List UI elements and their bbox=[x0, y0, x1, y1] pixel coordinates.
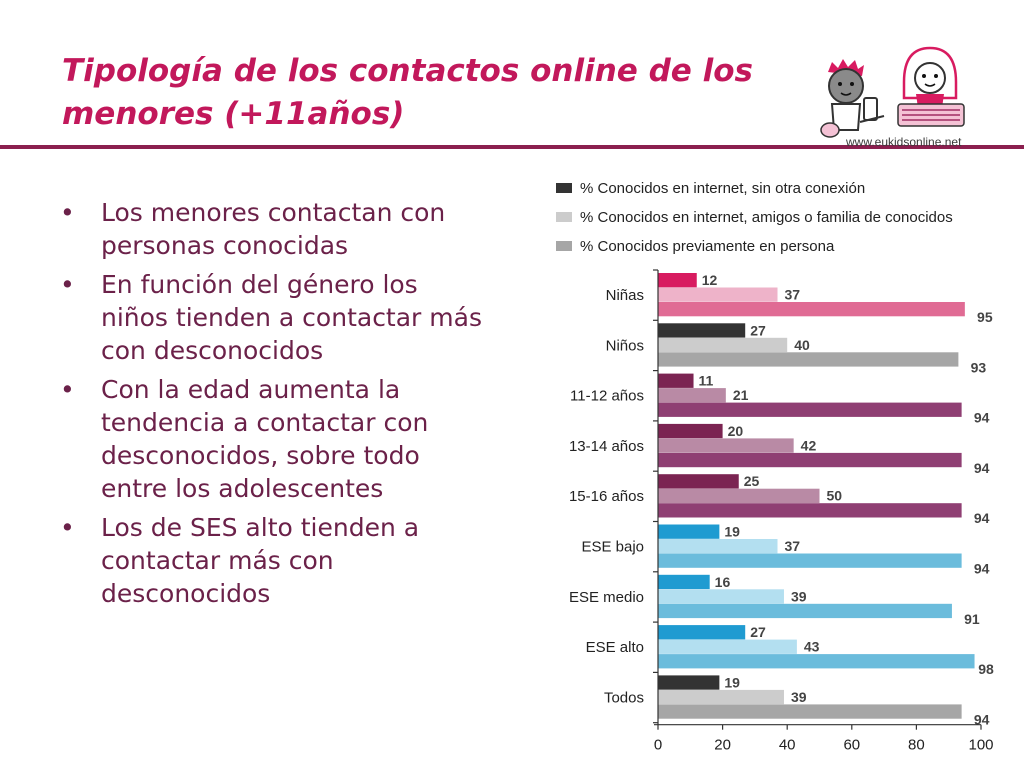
bullet-item: • Con la edad aumenta la tendencia a cont… bbox=[60, 373, 490, 505]
data-label: 25 bbox=[744, 473, 760, 489]
bar bbox=[658, 373, 694, 388]
x-tick-label: 0 bbox=[654, 737, 662, 754]
bullet-dot: • bbox=[60, 375, 75, 404]
bullet-item: • Los menores contactan con personas cono… bbox=[60, 196, 490, 262]
data-label: 39 bbox=[791, 689, 807, 705]
category-label: Niñas bbox=[606, 287, 644, 304]
bar bbox=[658, 524, 720, 539]
data-label: 27 bbox=[750, 624, 766, 640]
bar bbox=[658, 352, 959, 367]
bar-chart: % Conocidos en internet, sin otra conexi… bbox=[556, 180, 994, 754]
category-label: ESE alto bbox=[586, 639, 644, 656]
data-label: 12 bbox=[702, 272, 718, 288]
category-label: ESE medio bbox=[569, 589, 644, 606]
bar bbox=[658, 675, 720, 690]
data-label: 21 bbox=[733, 387, 749, 403]
bar bbox=[658, 287, 778, 302]
bar bbox=[658, 388, 726, 403]
bullet-dot: • bbox=[60, 198, 75, 227]
data-label: 37 bbox=[785, 287, 801, 303]
data-label: 50 bbox=[827, 488, 843, 504]
data-label: 27 bbox=[750, 322, 766, 338]
data-label: 42 bbox=[801, 437, 817, 453]
data-label: 91 bbox=[964, 611, 980, 627]
logo-url: www.eukidsonline.net bbox=[846, 135, 962, 149]
bar bbox=[658, 574, 710, 590]
x-tick-label: 40 bbox=[779, 737, 796, 754]
legend-swatch bbox=[556, 212, 572, 222]
bar bbox=[658, 452, 962, 468]
data-label: 94 bbox=[974, 460, 990, 476]
legend-label: % Conocidos en internet, sin otra conexi… bbox=[580, 180, 865, 197]
data-label: 40 bbox=[794, 337, 810, 353]
legend-label: % Conocidos previamente en persona bbox=[580, 238, 835, 255]
bar bbox=[658, 402, 962, 417]
bullet-dot: • bbox=[60, 513, 75, 542]
data-label: 94 bbox=[974, 711, 990, 727]
data-label: 94 bbox=[974, 510, 990, 526]
bar bbox=[658, 589, 784, 604]
data-label: 16 bbox=[715, 574, 731, 590]
data-label: 94 bbox=[974, 561, 990, 577]
category-label: Todos bbox=[604, 689, 644, 706]
bar bbox=[658, 323, 746, 338]
legend-label: % Conocidos en internet, amigos o famili… bbox=[580, 209, 953, 226]
bar bbox=[658, 438, 794, 453]
category-label: 11-12 años bbox=[570, 388, 644, 405]
girl-figure-icon bbox=[897, 46, 965, 127]
bar bbox=[658, 273, 697, 288]
bullet-list: • Los menores contactan con personas cono… bbox=[60, 196, 490, 616]
bar bbox=[658, 654, 975, 669]
bar bbox=[658, 639, 797, 654]
bullet-text: En función del género los niños tienden … bbox=[101, 270, 482, 365]
x-tick-label: 60 bbox=[843, 737, 860, 754]
bar bbox=[658, 603, 952, 619]
bullet-item: • Los de SES alto tienden a contactar más… bbox=[60, 511, 490, 610]
legend-swatch bbox=[556, 183, 572, 193]
eukidsonline-logo bbox=[820, 46, 965, 138]
bar bbox=[658, 553, 962, 568]
bar bbox=[658, 337, 788, 353]
bullet-text: Con la edad aumenta la tendencia a conta… bbox=[101, 375, 429, 503]
bar bbox=[658, 704, 962, 719]
bar bbox=[658, 539, 778, 554]
boy-figure-icon bbox=[820, 59, 885, 138]
data-label: 20 bbox=[728, 423, 744, 439]
bullet-text: Los de SES alto tienden a contactar más … bbox=[101, 513, 420, 608]
title-divider bbox=[0, 145, 1024, 149]
bullet-item: • En función del género los niños tienden… bbox=[60, 268, 490, 367]
data-label: 11 bbox=[699, 373, 714, 389]
data-label: 19 bbox=[724, 524, 740, 540]
data-label: 93 bbox=[971, 359, 987, 375]
bullet-text: Los menores contactan con personas conoc… bbox=[101, 198, 446, 260]
bullet-dot: • bbox=[60, 270, 75, 299]
x-tick-label: 20 bbox=[714, 737, 731, 754]
data-label: 43 bbox=[804, 639, 820, 655]
bar bbox=[658, 474, 739, 489]
bar bbox=[658, 689, 784, 705]
data-label: 94 bbox=[974, 410, 990, 426]
category-label: 13-14 años bbox=[569, 438, 644, 455]
bar bbox=[658, 302, 965, 317]
category-label: Niños bbox=[606, 337, 644, 354]
x-tick-label: 100 bbox=[968, 737, 993, 754]
bar bbox=[658, 503, 962, 518]
data-label: 39 bbox=[791, 588, 807, 604]
x-tick-label: 80 bbox=[908, 737, 925, 754]
bar bbox=[658, 423, 723, 439]
data-label: 95 bbox=[977, 309, 993, 325]
bar bbox=[658, 488, 820, 503]
category-label: 15-16 años bbox=[569, 488, 644, 505]
data-label: 98 bbox=[978, 661, 994, 677]
data-label: 19 bbox=[724, 674, 740, 690]
data-label: 37 bbox=[785, 538, 801, 554]
slide-title: Tipología de los contactos online de los… bbox=[62, 53, 753, 132]
legend-swatch bbox=[556, 241, 572, 251]
bar bbox=[658, 625, 746, 640]
category-label: ESE bajo bbox=[581, 539, 644, 556]
